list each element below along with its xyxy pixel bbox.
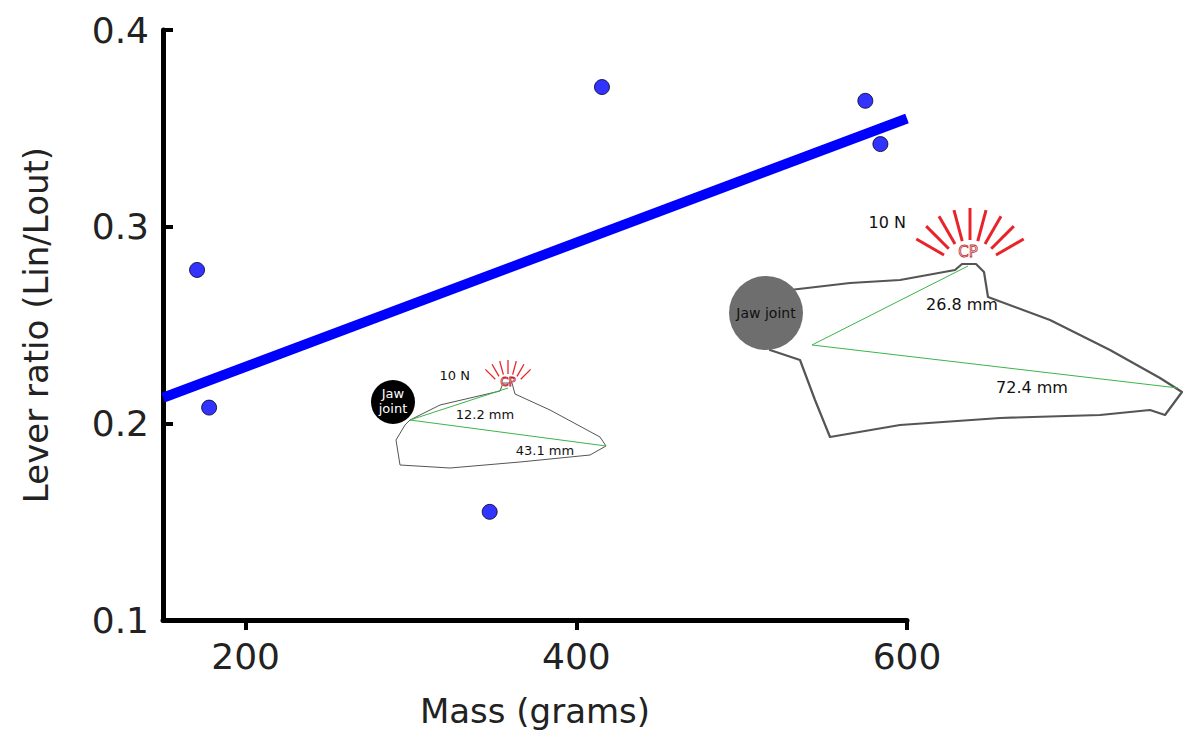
svg-text:200: 200: [211, 636, 280, 677]
svg-text:0.2: 0.2: [92, 403, 149, 444]
svg-text:72.4 mm: 72.4 mm: [996, 378, 1068, 397]
svg-text:0.3: 0.3: [92, 206, 149, 247]
svg-text:26.8 mm: 26.8 mm: [926, 295, 998, 314]
svg-text:Mass (grams): Mass (grams): [420, 691, 650, 731]
svg-text:10 N: 10 N: [869, 213, 906, 232]
svg-text:Lever ratio (Lin/Lout): Lever ratio (Lin/Lout): [16, 147, 56, 503]
svg-text:600: 600: [873, 636, 942, 677]
svg-text:CP: CP: [958, 243, 978, 261]
svg-text:Jaw joint: Jaw joint: [735, 305, 796, 321]
svg-text:CP: CP: [500, 375, 516, 389]
svg-text:12.2 mm: 12.2 mm: [456, 407, 514, 422]
svg-text:400: 400: [542, 636, 611, 677]
svg-text:Jaw: Jaw: [381, 386, 405, 401]
svg-text:0.4: 0.4: [92, 10, 149, 51]
svg-text:0.1: 0.1: [92, 600, 149, 641]
svg-text:joint: joint: [378, 401, 408, 416]
svg-text:43.1 mm: 43.1 mm: [516, 443, 574, 458]
svg-text:10 N: 10 N: [440, 368, 470, 383]
